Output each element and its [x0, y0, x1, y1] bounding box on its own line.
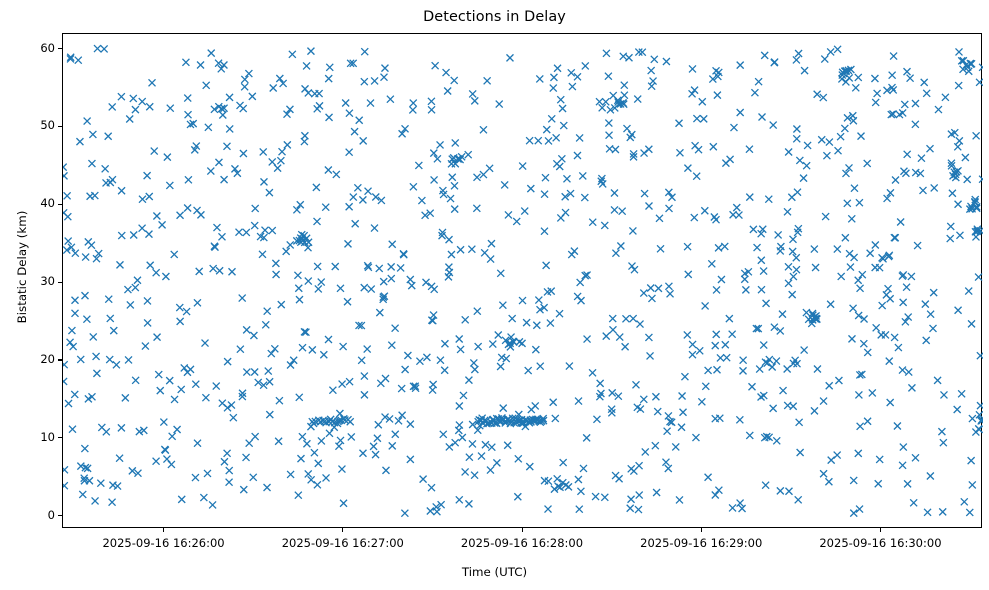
x-axis-label: Time (UTC): [461, 565, 528, 579]
x-tick-label: 2025-09-16 16:28:00: [460, 536, 584, 550]
y-tick-mark: [58, 437, 62, 439]
y-tick-mark: [58, 515, 62, 517]
y-tick-label: 10: [40, 429, 55, 444]
x-tick-mark: [700, 528, 702, 532]
y-tick-mark: [58, 203, 62, 205]
x-tick-mark: [342, 528, 344, 532]
x-tick-label: 2025-09-16 16:30:00: [819, 536, 942, 550]
x-tick-label: 2025-09-16 16:29:00: [640, 536, 763, 550]
y-tick-mark: [58, 281, 62, 283]
y-tick-label: 20: [40, 351, 55, 366]
y-tick-mark: [58, 125, 62, 128]
y-tick-mark: [58, 359, 62, 361]
y-tick-label: 0: [47, 507, 55, 522]
x-tick-mark: [879, 528, 882, 532]
y-tick-label: 30: [40, 274, 55, 289]
x-tick-mark: [163, 528, 165, 532]
x-tick-label: 2025-09-16 16:27:00: [281, 536, 404, 550]
y-tick-mark: [58, 48, 62, 50]
x-tick-label: 2025-09-16 16:26:00: [102, 536, 225, 550]
plot-axes: [62, 33, 983, 529]
scatter-plot-area: [63, 34, 983, 529]
y-tick-label: 40: [40, 196, 55, 211]
y-tick-label: 60: [40, 40, 55, 55]
chart-title: Detections in Delay: [423, 9, 566, 25]
y-axis-label: Bistatic Delay (km): [15, 210, 29, 324]
x-tick-mark: [521, 528, 523, 532]
y-tick-label: 50: [40, 118, 55, 133]
